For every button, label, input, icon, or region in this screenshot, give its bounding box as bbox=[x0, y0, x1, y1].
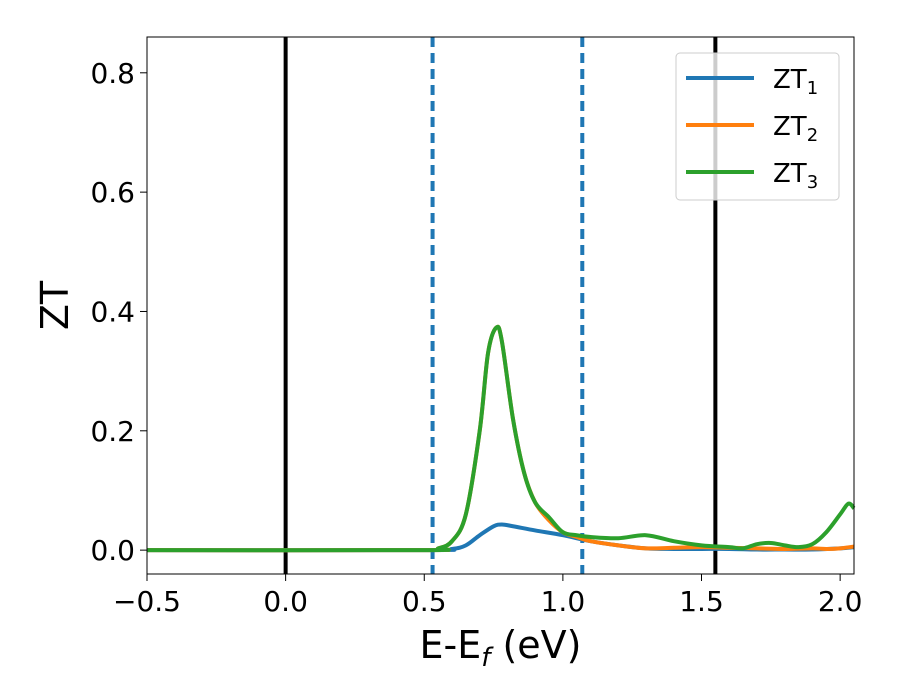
x-tick-label: 1.0 bbox=[541, 585, 586, 618]
y-axis-label: ZT bbox=[33, 280, 77, 330]
x-tick-label: 0.0 bbox=[263, 585, 308, 618]
y-tick-label: 0.8 bbox=[90, 57, 135, 90]
y-tick-label: 0.4 bbox=[90, 295, 135, 328]
x-tick-label: 2.0 bbox=[818, 585, 863, 618]
y-tick-label: 0.0 bbox=[90, 534, 135, 567]
plot-frame bbox=[146, 36, 855, 575]
axis-ticks: −0.5 0.0 0.5 1.0 1.5 2.0 0.0 0.2 0.4 0.6 0.8 bbox=[90, 57, 862, 618]
series-line-zt2 bbox=[146, 324, 855, 553]
x-axis-label-unit: (eV) bbox=[490, 623, 581, 667]
legend-label-zt3: ZT3 bbox=[773, 159, 818, 193]
legend-box bbox=[675, 52, 840, 201]
series-lines bbox=[146, 324, 856, 553]
x-axis-label-main: E-E bbox=[420, 623, 482, 667]
y-tick-label: 0.6 bbox=[90, 176, 135, 209]
series-line-zt3 bbox=[146, 324, 856, 553]
x-tick-label: 1.5 bbox=[679, 585, 724, 618]
x-tick-label: 0.5 bbox=[402, 585, 447, 618]
legend: ZT1 ZT2 ZT3 bbox=[675, 52, 840, 201]
x-axis-label: E-Ef (eV) bbox=[420, 623, 582, 673]
legend-label-zt2: ZT2 bbox=[773, 112, 818, 146]
x-tick-label: −0.5 bbox=[113, 585, 181, 618]
reference-lines bbox=[283, 37, 718, 574]
legend-label-zt1: ZT1 bbox=[773, 65, 818, 99]
y-tick-label: 0.2 bbox=[90, 415, 135, 448]
